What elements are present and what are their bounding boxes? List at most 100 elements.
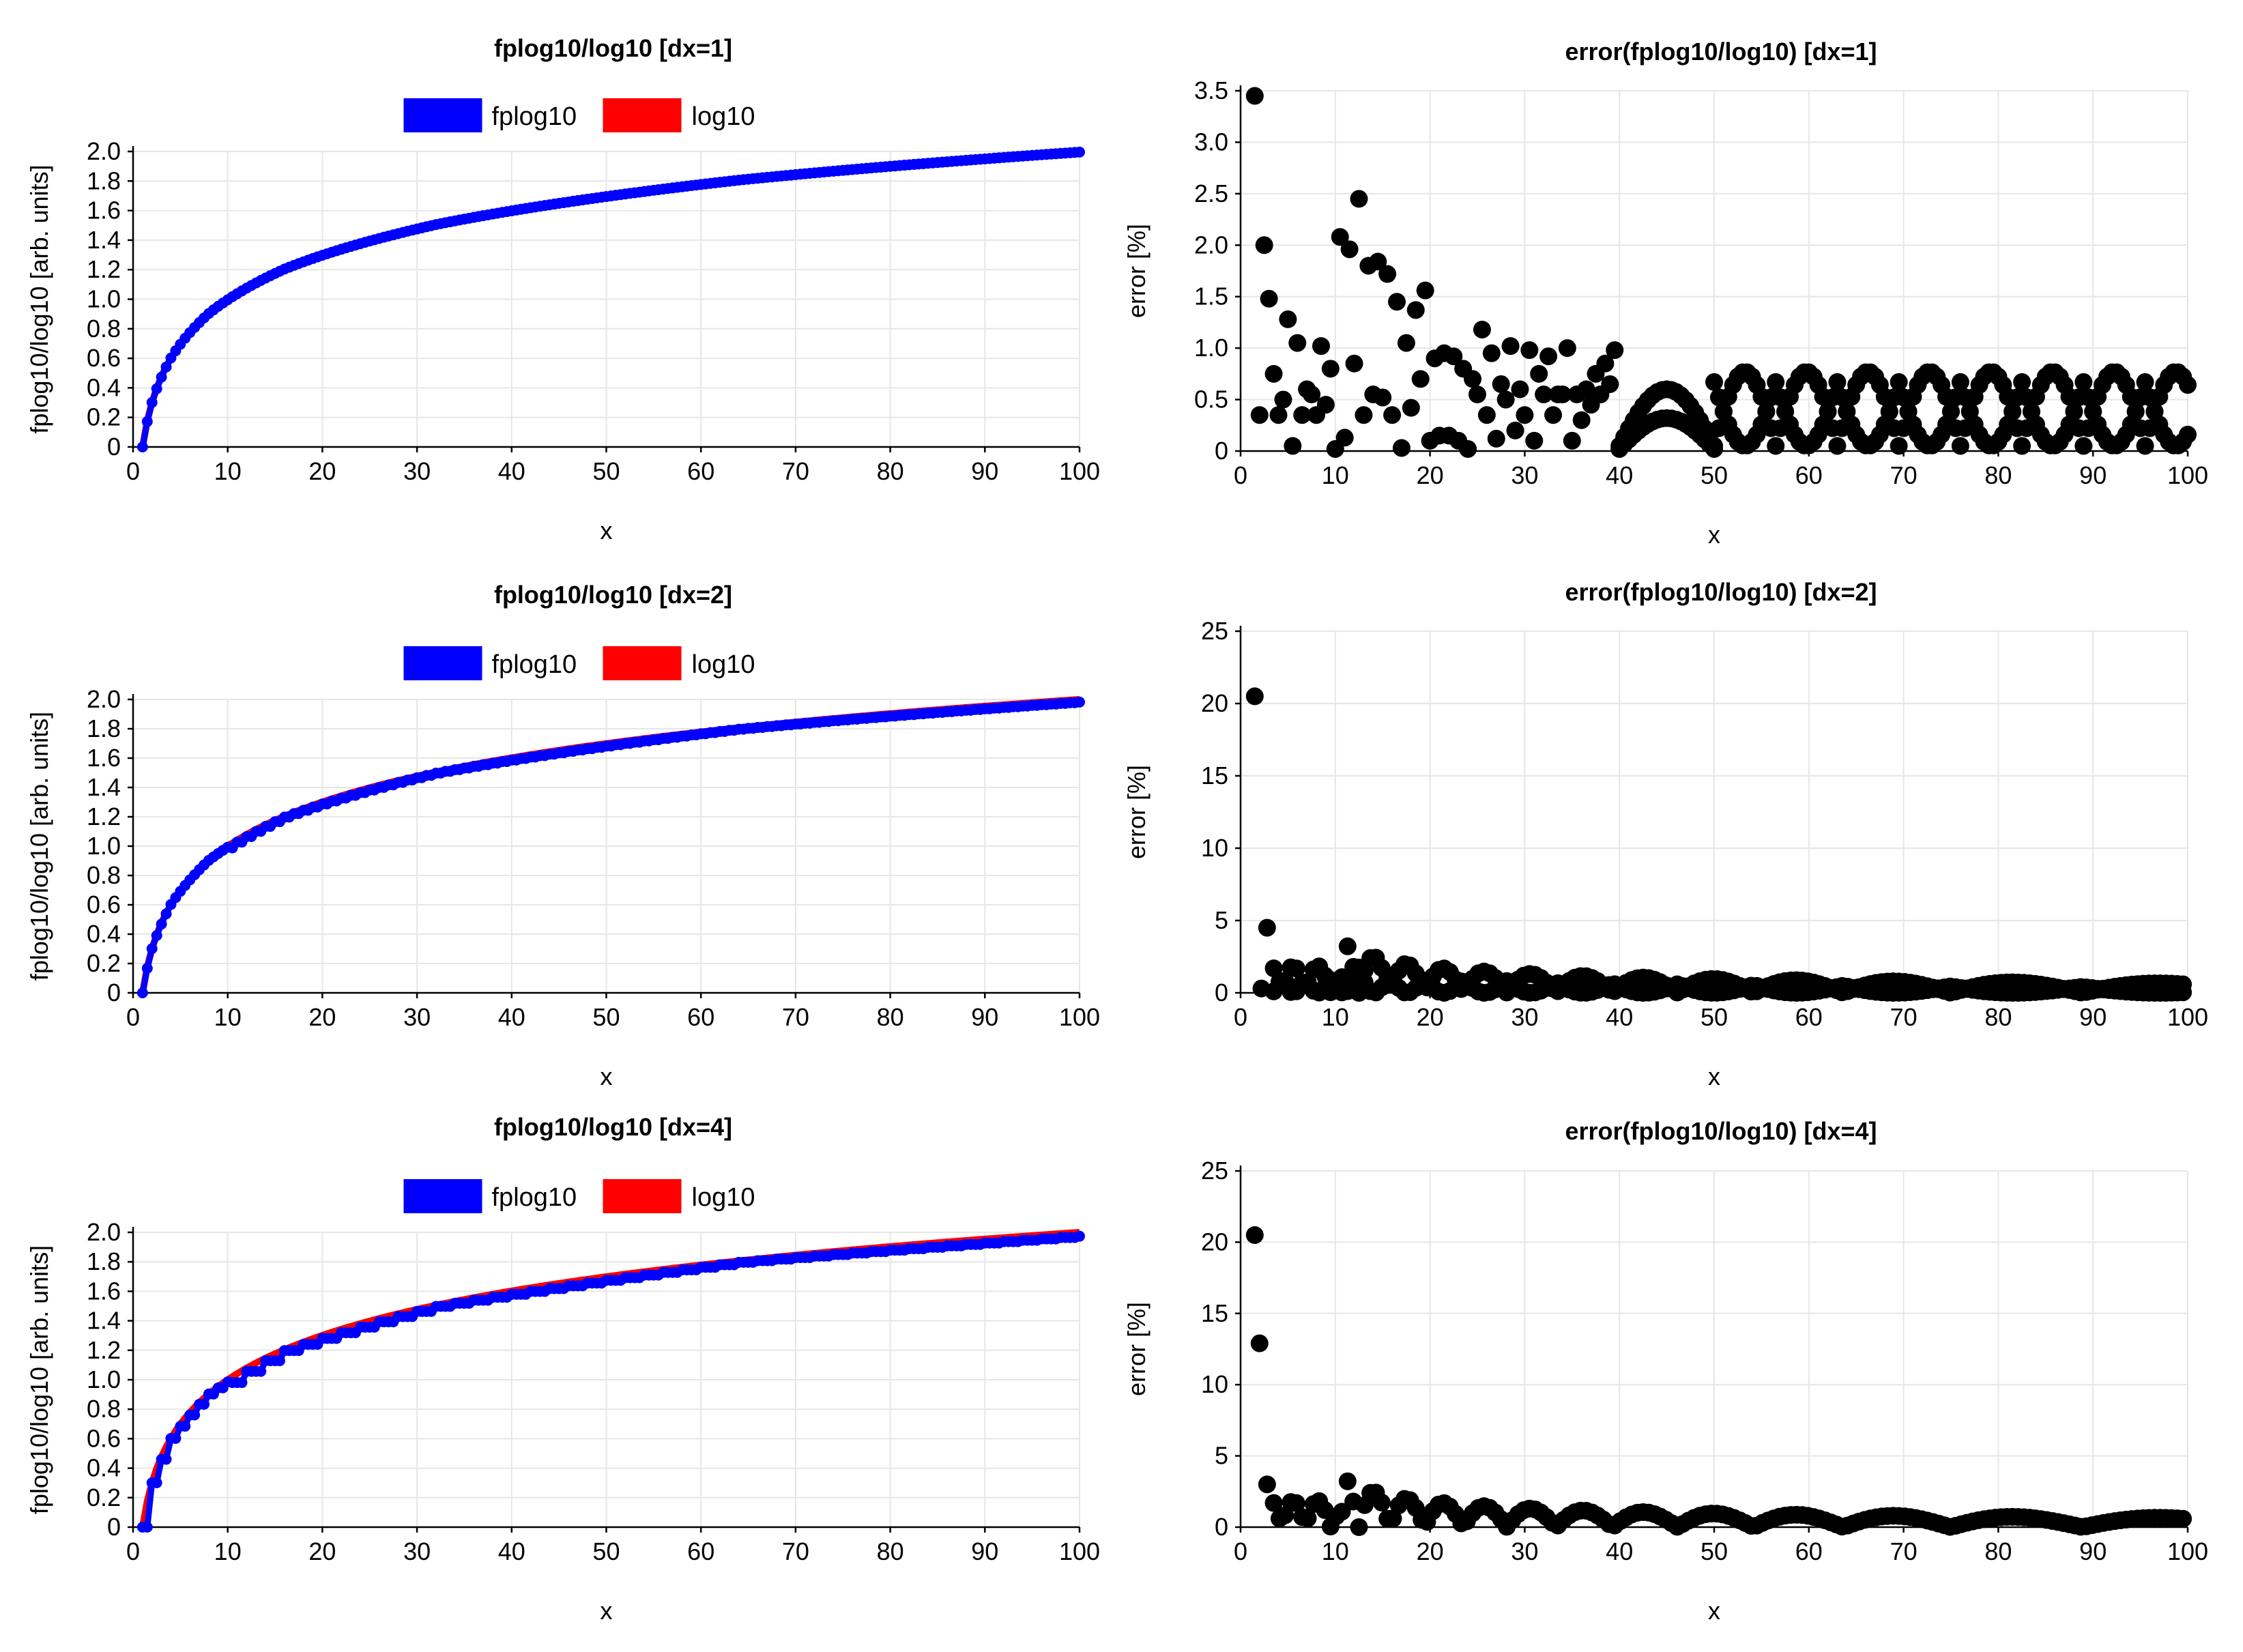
x-tick-label: 80 — [1984, 1003, 2012, 1031]
fplog10-point — [160, 908, 172, 920]
error-point — [1601, 375, 1619, 393]
error-point — [1312, 337, 1330, 356]
x-tick-label: 70 — [782, 1003, 809, 1031]
error-point — [1402, 398, 1420, 417]
y-tick-label: 2.0 — [87, 1218, 121, 1246]
error-point — [2174, 1509, 2193, 1528]
error-point — [1245, 687, 1264, 706]
x-tick-label: 100 — [2167, 461, 2208, 489]
error-point — [1374, 388, 1392, 407]
x-tick-label: 70 — [1890, 1537, 1918, 1565]
y-tick-label: 25 — [1201, 617, 1228, 645]
error-point — [1942, 403, 1960, 421]
error-point — [1544, 406, 1563, 424]
error-point — [1553, 386, 1572, 404]
fplog10-point — [141, 416, 153, 427]
x-tick-label: 30 — [1511, 1003, 1538, 1031]
legend-swatch-fplog10 — [403, 1179, 482, 1213]
error-point — [1333, 1503, 1351, 1521]
error-point — [1951, 373, 1969, 391]
x-tick-label: 60 — [687, 1003, 714, 1031]
error-point — [1705, 373, 1723, 391]
y-tick-label: 1.6 — [87, 197, 121, 224]
x-tick-label: 60 — [1795, 461, 1823, 489]
chart-fit-dx1: 0 10 20 30 40 50 60 70 80 90 10000.20.40.60.81.01.… — [25, 34, 1100, 545]
y-tick-label: 0.6 — [87, 890, 121, 918]
y-tick-label: 20 — [1201, 1228, 1228, 1256]
y-tick-label: 0.8 — [87, 1395, 121, 1423]
y-tick-label: 0 — [1215, 437, 1228, 465]
y-axis-label: error [%] — [1123, 765, 1151, 859]
x-tick-label: 10 — [1322, 1537, 1349, 1565]
x-tick-label: 90 — [2079, 1003, 2107, 1031]
fplog10-point — [141, 962, 153, 974]
error-point — [1369, 252, 1387, 271]
x-tick-label: 60 — [687, 457, 714, 485]
x-tick-label: 10 — [214, 1537, 242, 1565]
error-point — [2136, 437, 2154, 455]
fplog10-point — [170, 1432, 182, 1444]
x-tick-label: 0 — [126, 1537, 140, 1565]
error-point — [1596, 354, 1615, 373]
y-tick-label: 0 — [107, 1513, 121, 1541]
x-axis-label: x — [600, 1062, 613, 1090]
x-tick-label: 0 — [1234, 461, 1247, 489]
error-point — [1388, 293, 1406, 311]
y-tick-label: 1.5 — [1194, 282, 1228, 310]
x-tick-label: 0 — [1234, 1003, 1247, 1031]
x-tick-label: 30 — [1511, 461, 1538, 489]
fplog10-point — [160, 1453, 172, 1465]
x-tick-label: 20 — [308, 1537, 336, 1565]
error-point — [1951, 437, 1969, 455]
x-axis-label: x — [600, 1597, 613, 1625]
legend-label-fplog10: fplog10 — [492, 102, 577, 131]
error-point — [1520, 341, 1539, 360]
y-tick-label: 0.4 — [87, 373, 121, 401]
error-point — [1350, 190, 1368, 208]
legend-swatch-fplog10 — [403, 646, 482, 680]
y-axis-label: fplog10/log10 [arb. units] — [25, 712, 53, 981]
x-tick-label: 40 — [498, 457, 525, 485]
x-tick-label: 0 — [126, 1003, 140, 1031]
fplog10-point — [141, 1522, 153, 1533]
fplog10-point — [151, 383, 162, 394]
y-tick-label: 10 — [1201, 1370, 1228, 1398]
legend-label-fplog10: fplog10 — [492, 1183, 577, 1212]
error-point — [1338, 1472, 1357, 1490]
x-tick-label: 50 — [1701, 1537, 1728, 1565]
error-point — [2074, 437, 2093, 455]
error-point — [1473, 320, 1491, 338]
x-tick-label: 100 — [2167, 1537, 2208, 1565]
fplog10-point — [199, 1398, 210, 1410]
x-tick-label: 40 — [1606, 461, 1633, 489]
x-tick-label: 30 — [1511, 1537, 1538, 1565]
y-tick-label: 1.4 — [87, 226, 121, 254]
fplog10-point — [255, 1365, 267, 1377]
error-point — [1392, 439, 1410, 457]
error-point — [1501, 337, 1520, 356]
error-point — [2003, 403, 2022, 421]
x-tick-label: 40 — [1606, 1537, 1633, 1565]
error-point — [2074, 373, 2093, 391]
x-tick-label: 30 — [403, 1003, 431, 1031]
error-point — [2136, 373, 2154, 391]
error-point — [1258, 1475, 1276, 1494]
y-tick-label: 0.8 — [87, 861, 121, 889]
y-tick-label: 1.8 — [87, 714, 121, 742]
fplog10-point — [189, 1409, 201, 1421]
x-tick-label: 70 — [1890, 1003, 1918, 1031]
fplog10-point — [136, 441, 148, 452]
x-tick-label: 80 — [877, 1003, 904, 1031]
y-axis-label: error [%] — [1123, 224, 1151, 318]
y-tick-label: 0.6 — [87, 344, 121, 372]
y-tick-label: 3.5 — [1194, 76, 1228, 104]
fplog10-point — [274, 1355, 285, 1367]
x-axis-label: x — [1708, 1062, 1720, 1090]
error-point — [1293, 406, 1312, 424]
x-tick-label: 100 — [1059, 1537, 1100, 1565]
x-tick-label: 40 — [498, 1537, 525, 1565]
x-tick-label: 10 — [214, 457, 242, 485]
x-tick-label: 30 — [403, 457, 431, 485]
legend-label-log10: log10 — [692, 1183, 755, 1212]
error-point — [1577, 380, 1595, 398]
